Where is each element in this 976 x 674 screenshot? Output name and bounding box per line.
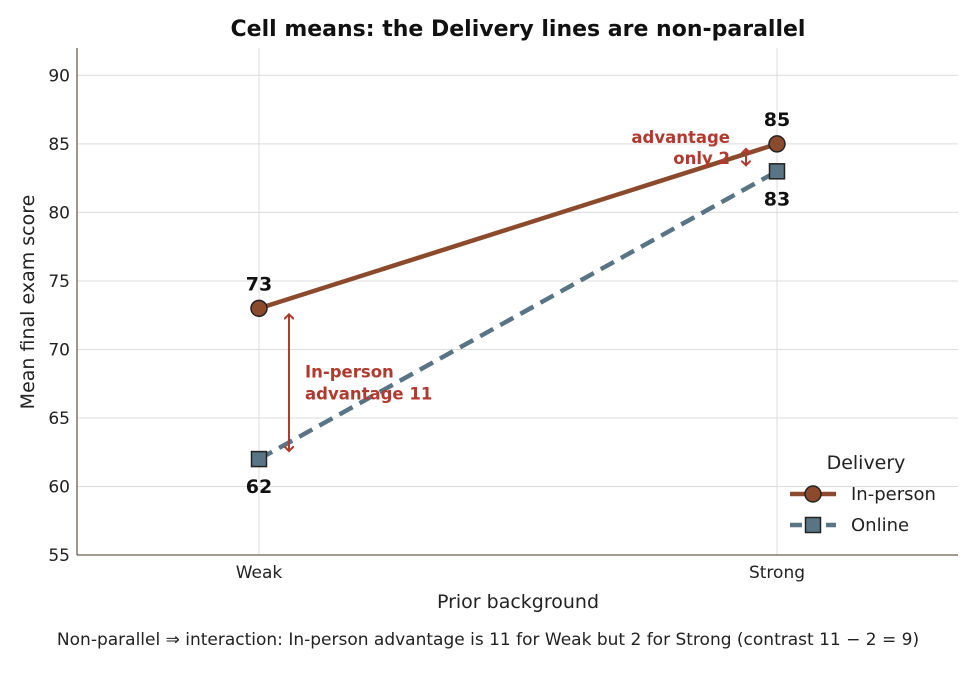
y-tick-label: 85 <box>48 135 70 155</box>
data-label: 83 <box>764 188 790 210</box>
y-tick-label: 90 <box>48 66 70 86</box>
y-tick-label: 60 <box>48 477 70 497</box>
y-tick-label: 70 <box>48 340 70 360</box>
legend-entry: Online <box>851 515 909 536</box>
data-label: 73 <box>246 273 272 295</box>
x-tick-label: Weak <box>236 563 283 583</box>
legend-marker <box>804 516 822 534</box>
annotation-line: advantage <box>631 128 730 147</box>
data-point <box>250 450 268 468</box>
y-tick-label: 65 <box>48 409 70 429</box>
y-axis-label: Mean final exam score <box>17 195 39 410</box>
annotation-line: only 2 <box>673 149 730 168</box>
series-line <box>257 169 779 462</box>
legend-marker <box>804 485 822 503</box>
x-tick-label: Strong <box>749 563 805 583</box>
data-label: 62 <box>246 476 272 498</box>
legend: Delivery In-person Online <box>790 452 936 536</box>
legend-title: Delivery <box>827 452 906 474</box>
chart-title: Cell means: the Delivery lines are non-p… <box>231 17 806 42</box>
annotation-text: advantage only 2 <box>631 128 730 168</box>
data-point <box>768 163 786 180</box>
annotations: In-person advantage 11 advantage only 2 <box>289 128 746 451</box>
annotation-line: advantage 11 <box>305 384 432 403</box>
axes: 55 60 65 70 75 80 85 90 Weak Strong <box>48 48 958 583</box>
gridlines <box>77 48 958 556</box>
data-point <box>250 299 268 318</box>
annotation-line: In-person <box>305 362 394 381</box>
y-tick-label: 75 <box>48 272 70 292</box>
annotation-text: In-person advantage 11 <box>305 362 432 403</box>
y-tick-label: 80 <box>48 203 70 223</box>
series-line <box>258 141 778 311</box>
x-axis-label: Prior background <box>437 591 599 613</box>
data-label: 85 <box>764 109 790 131</box>
legend-entry: In-person <box>851 484 936 505</box>
y-tick-label: 55 <box>48 546 70 566</box>
series: 73 85 62 83 <box>246 109 790 498</box>
data-point <box>768 135 786 153</box>
chart-caption: Non-parallel ⇒ interaction: In-person ad… <box>56 630 920 650</box>
